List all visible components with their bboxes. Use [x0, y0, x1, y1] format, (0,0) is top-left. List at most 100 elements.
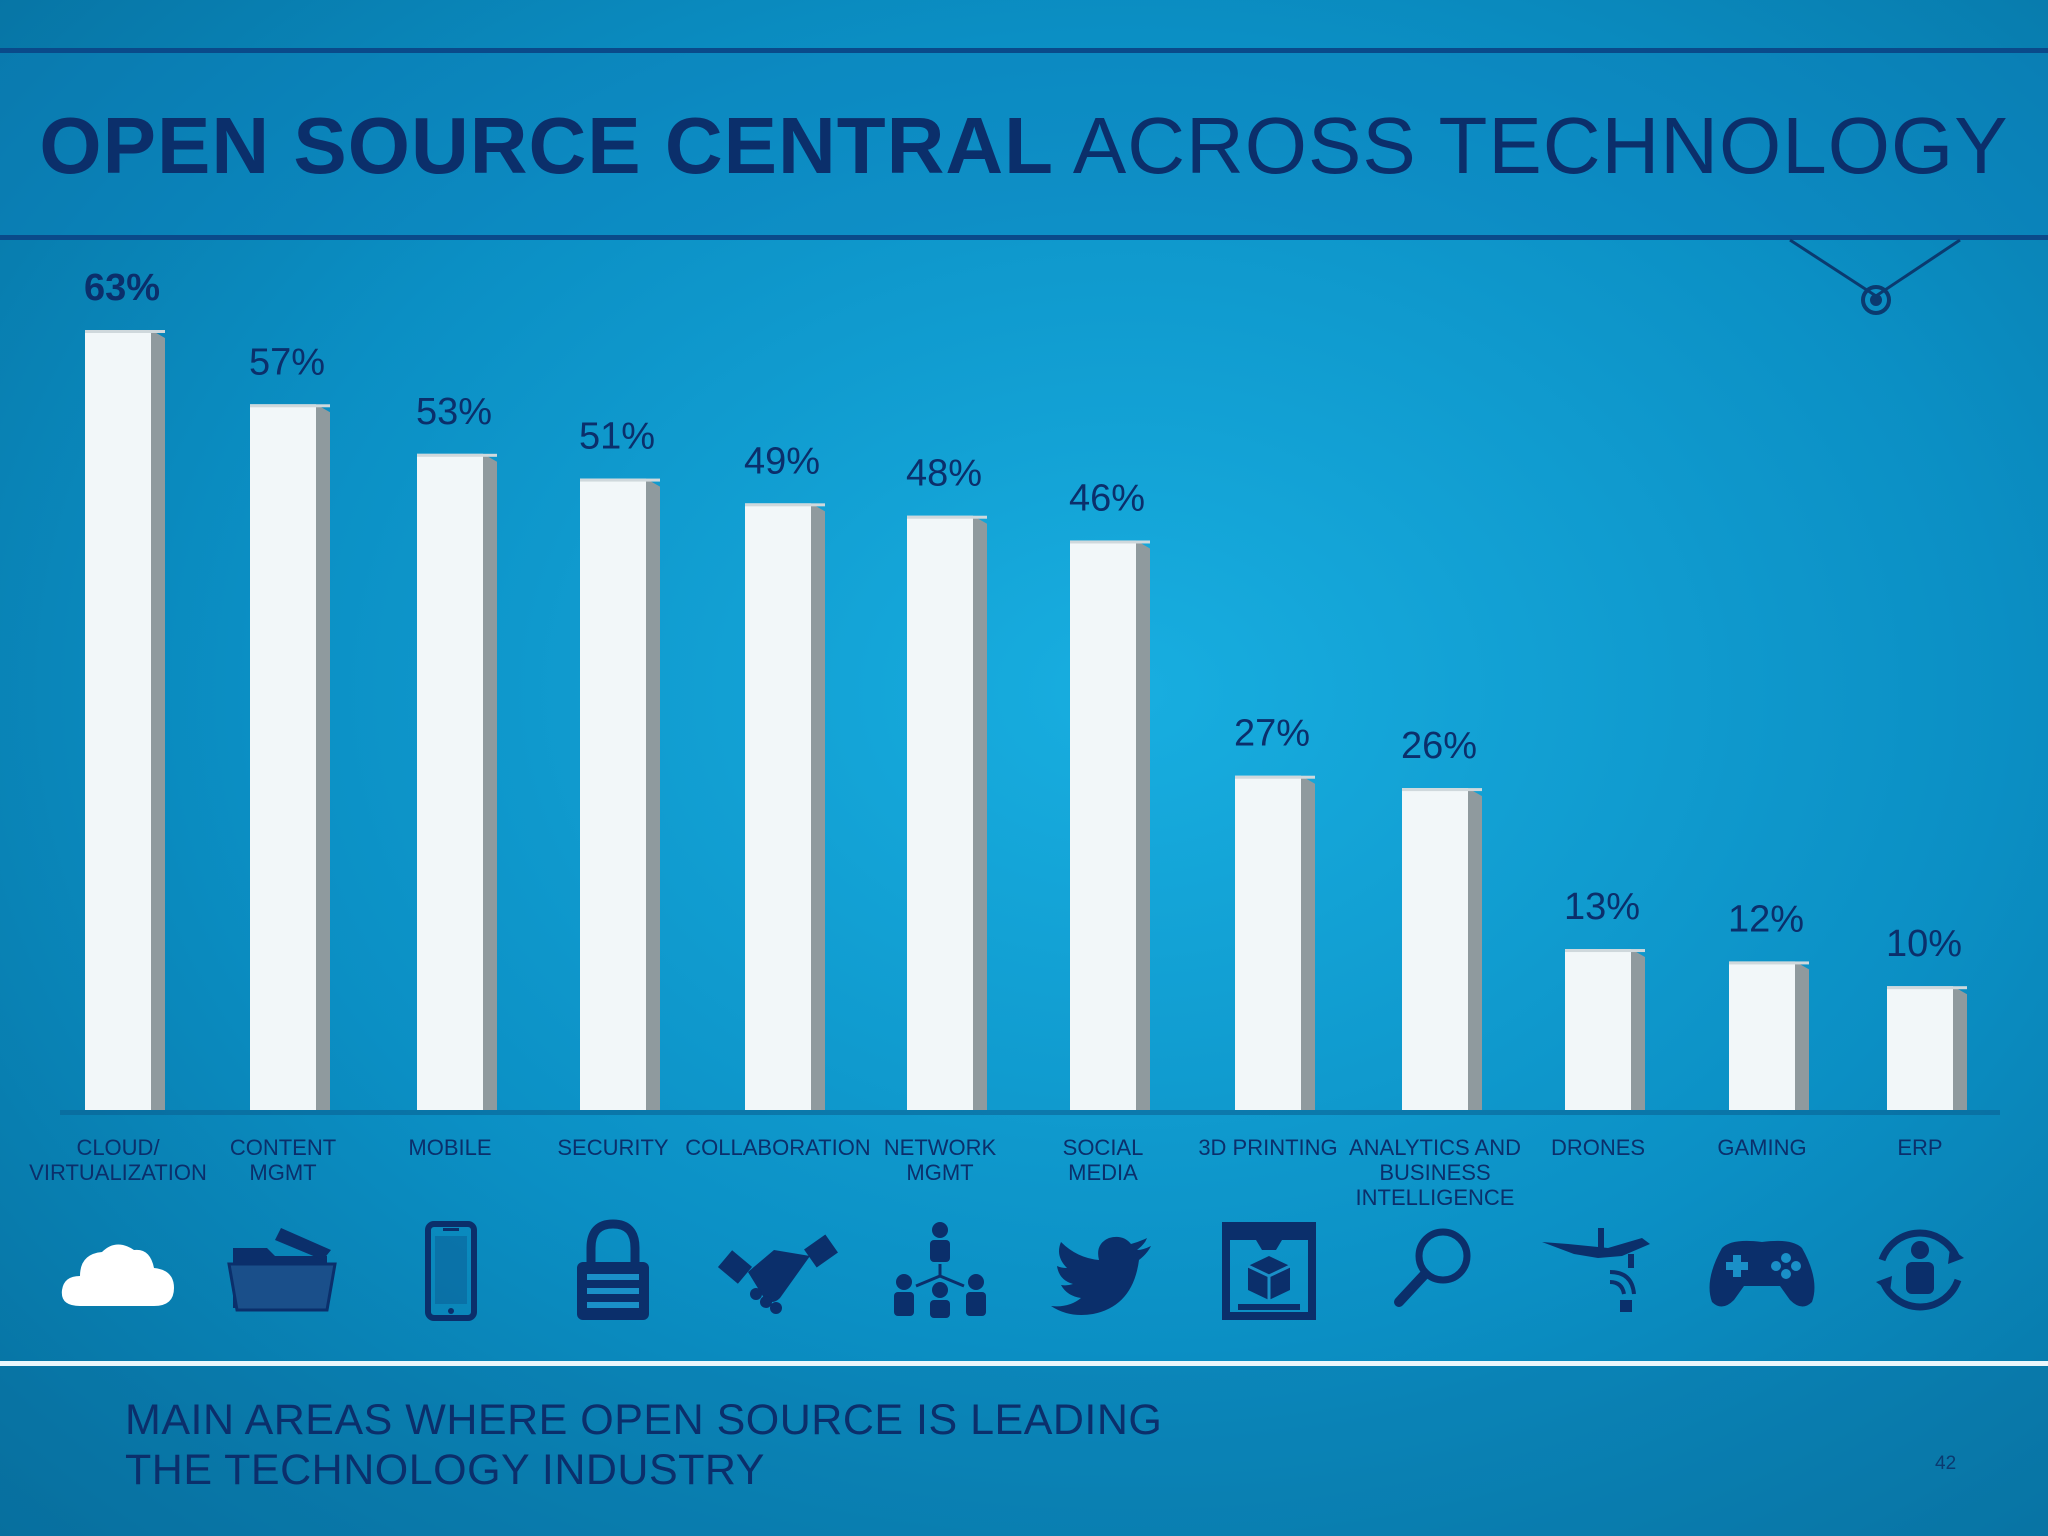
- category-label: SECURITY: [557, 1135, 669, 1160]
- bar-group: 13% DRONES: [1551, 886, 1645, 1160]
- top-divider: [0, 48, 2048, 53]
- category-label: CONTENT MGMT: [230, 1135, 336, 1185]
- 3d-printer-icon: [1198, 1210, 1338, 1330]
- category-label: ERP: [1897, 1135, 1942, 1160]
- value-label: 26%: [1401, 725, 1477, 767]
- category-label-line: VIRTUALIZATION: [29, 1160, 207, 1185]
- handshake-icon: [708, 1210, 848, 1330]
- bar-side: [1136, 540, 1150, 1110]
- bar: [1235, 775, 1301, 1110]
- value-label: 10%: [1886, 923, 1962, 965]
- title-light: ACROSS TECHNOLOGY: [1072, 101, 2009, 190]
- bottom-divider: [0, 1361, 2048, 1366]
- category-label: ANALYTICS AND BUSINESS INTELLIGENCE: [1349, 1135, 1521, 1210]
- bar-group: 46% SOCIAL MEDIA: [1063, 477, 1150, 1185]
- mobile-phone-icon: [380, 1210, 520, 1330]
- category-label-line: COLLABORATION: [685, 1135, 870, 1160]
- bar: [417, 453, 483, 1110]
- bar-side: [1468, 788, 1482, 1110]
- drone-icon: [1528, 1210, 1668, 1330]
- category-label: MOBILE: [408, 1135, 491, 1160]
- page-title: OPEN SOURCE CENTRAL ACROSS TECHNOLOGY: [0, 100, 2048, 192]
- bar-group: 63% CLOUD/VIRTUALIZATION: [29, 267, 207, 1185]
- category-label: DRONES: [1551, 1135, 1645, 1160]
- category-label-line: DRONES: [1551, 1135, 1645, 1160]
- bar-top-edge: [1729, 961, 1809, 965]
- value-label: 46%: [1069, 477, 1145, 519]
- category-label-line: MOBILE: [408, 1135, 491, 1160]
- bar-group: 48% NETWORK MGMT: [884, 453, 997, 1185]
- cloud-icon: [48, 1210, 188, 1330]
- category-label-line: INTELLIGENCE: [1356, 1185, 1515, 1210]
- gamepad-icon: [1692, 1210, 1832, 1330]
- bar-group: 27% 3D PRINTING: [1198, 713, 1337, 1160]
- category-label-line: ANALYTICS AND: [1349, 1135, 1521, 1160]
- bar: [250, 404, 316, 1110]
- bar-side: [483, 453, 497, 1110]
- bar-top-edge: [85, 330, 165, 333]
- twitter-bird-icon: [1033, 1210, 1173, 1330]
- bar-side: [973, 515, 987, 1110]
- category-label: NETWORK MGMT: [884, 1135, 997, 1185]
- value-label: 27%: [1234, 713, 1310, 755]
- category-label-line: MGMT: [906, 1160, 973, 1185]
- network-people-icon: [870, 1210, 1010, 1330]
- category-label: CLOUD/VIRTUALIZATION: [29, 1135, 207, 1185]
- category-label-line: SECURITY: [557, 1135, 669, 1160]
- bar: [85, 330, 151, 1110]
- page-number: 42: [1935, 1453, 1957, 1474]
- bar-side: [646, 478, 660, 1111]
- bar-group: 26% ANALYTICS AND BUSINESS INTELLIGENCE: [1349, 725, 1521, 1210]
- folder-icon: [213, 1210, 353, 1330]
- category-label: GAMING: [1717, 1135, 1806, 1160]
- category-label-line: BUSINESS: [1379, 1160, 1490, 1185]
- bar-top-edge: [1070, 540, 1150, 544]
- bar-group: 10% ERP: [1886, 923, 1967, 1160]
- value-label: 13%: [1564, 886, 1640, 928]
- bar-side: [1795, 961, 1809, 1110]
- title-divider: [0, 235, 2048, 240]
- bar-top-edge: [1565, 949, 1645, 953]
- corner-pin-icon: [1789, 238, 1961, 315]
- category-label-line: ERP: [1897, 1135, 1942, 1160]
- bar-side: [316, 404, 330, 1110]
- category-label-line: 3D PRINTING: [1198, 1135, 1337, 1160]
- bar-group: 51% SECURITY: [557, 416, 669, 1160]
- bar-top-edge: [745, 503, 825, 507]
- value-label: 51%: [579, 416, 655, 458]
- bar-group: 12% GAMING: [1717, 898, 1809, 1160]
- bar: [745, 503, 811, 1110]
- bar-group: 53% MOBILE: [408, 391, 497, 1160]
- value-label: 49%: [744, 440, 820, 482]
- bar-top-edge: [1887, 986, 1967, 990]
- bar-side: [1953, 986, 1967, 1110]
- category-label-line: SOCIAL: [1063, 1135, 1144, 1160]
- category-label-line: CLOUD/: [76, 1135, 160, 1160]
- title-band: [0, 53, 2048, 235]
- category-label-line: NETWORK: [884, 1135, 997, 1160]
- footer-band: [0, 1366, 2048, 1536]
- bar-top-edge: [250, 404, 330, 408]
- padlock-icon: [543, 1210, 683, 1330]
- category-label-line: GAMING: [1717, 1135, 1806, 1160]
- value-label: 57%: [249, 341, 325, 383]
- bar-top-edge: [1235, 775, 1315, 779]
- title-bold: OPEN SOURCE CENTRAL: [39, 101, 1055, 190]
- bar-top-edge: [417, 453, 497, 457]
- bar-side: [811, 503, 825, 1110]
- bar: [1565, 949, 1631, 1110]
- magnifier-icon: [1365, 1210, 1505, 1330]
- bar: [907, 515, 973, 1110]
- category-label-line: CONTENT: [230, 1135, 336, 1160]
- category-label-line: MGMT: [249, 1160, 316, 1185]
- bar-group: 57% CONTENT MGMT: [230, 341, 336, 1185]
- erp-person-cycle-icon: [1850, 1210, 1990, 1330]
- bar: [1402, 788, 1468, 1110]
- bar-group: 49% COLLABORATION: [685, 440, 870, 1160]
- value-label: 53%: [416, 391, 492, 433]
- bar-side: [1301, 775, 1315, 1110]
- bar-top-edge: [907, 515, 987, 519]
- bar-top-edge: [1402, 788, 1482, 792]
- chart-baseline: [60, 1110, 2000, 1115]
